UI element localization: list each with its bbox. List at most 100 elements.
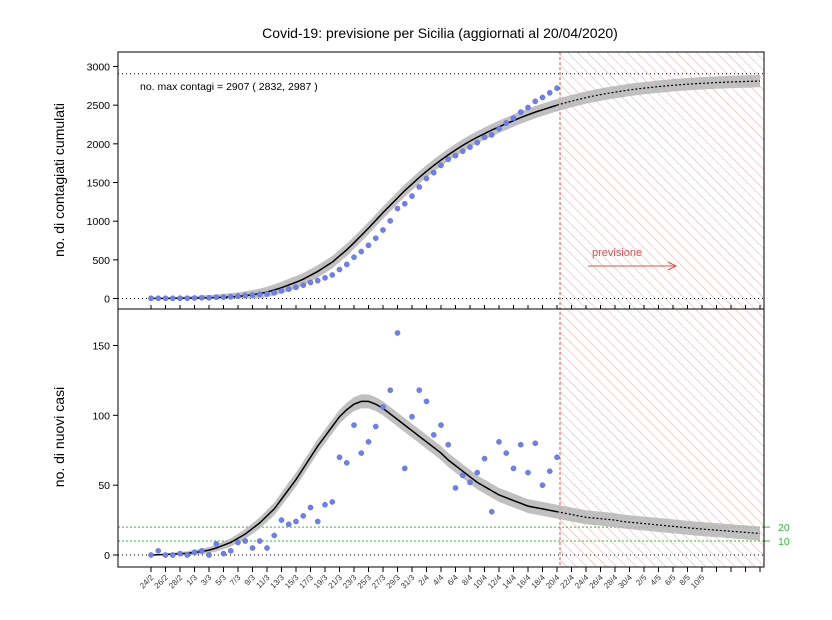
data-point	[169, 552, 176, 558]
x-tick-label: 24/4	[573, 573, 591, 591]
y-tick-label: 50	[98, 480, 110, 492]
data-point	[474, 469, 481, 476]
data-point	[372, 423, 379, 430]
x-tick-label: 19/3	[312, 573, 330, 591]
data-point	[438, 422, 444, 428]
data-point	[148, 295, 154, 302]
data-point	[423, 398, 430, 405]
data-point	[343, 261, 350, 268]
data-point	[510, 115, 517, 121]
x-tick-label: 26/2	[153, 573, 171, 591]
data-point	[256, 291, 263, 298]
data-point	[351, 254, 357, 261]
cumulative-panel: 0 500 1000 1500 2000 2500 3000	[87, 62, 764, 306]
fitted-band	[151, 394, 760, 555]
data-point	[235, 539, 241, 546]
x-tick-label: 20/4	[544, 573, 562, 591]
data-point	[387, 387, 394, 393]
data-point	[438, 162, 444, 169]
data-point	[155, 295, 162, 302]
data-point	[488, 132, 495, 138]
x-tick-label: 25/3	[356, 573, 374, 591]
data-point	[198, 295, 205, 301]
data-point	[459, 472, 466, 479]
data-point	[554, 85, 560, 91]
data-point	[336, 266, 343, 273]
data-point	[191, 295, 198, 301]
data-point	[177, 550, 183, 557]
data-point	[394, 205, 401, 212]
chart-title: Covid-19: previsione per Sicilia (aggior…	[262, 25, 618, 41]
data-point	[416, 184, 423, 190]
x-tick-label: 13/3	[269, 573, 287, 591]
data-point	[227, 548, 234, 554]
data-point	[343, 460, 350, 466]
x-tick-label: 4/5	[649, 573, 664, 588]
x-tick-label: 6/4	[446, 573, 461, 588]
y-tick-label: 100	[92, 410, 110, 422]
data-point	[525, 469, 531, 476]
y-tick-label: 1500	[87, 178, 111, 190]
y-tick-label: 0	[104, 550, 110, 562]
data-point	[184, 552, 191, 558]
data-point	[242, 292, 249, 299]
data-point	[372, 235, 379, 241]
data-point	[467, 479, 473, 486]
data-point	[314, 277, 321, 284]
y-tick-label: 150	[92, 341, 110, 353]
data-point	[503, 120, 510, 126]
data-point	[285, 521, 292, 528]
data-point	[409, 413, 415, 420]
x-tick-label: 4/4	[431, 573, 446, 588]
data-point	[554, 454, 560, 461]
x-tick-label: 5/3	[214, 573, 229, 588]
data-point	[409, 193, 415, 199]
fitted-line	[150, 400, 558, 556]
data-point	[177, 295, 183, 301]
data-point	[285, 286, 292, 292]
data-point	[278, 288, 285, 294]
data-point	[206, 552, 212, 558]
data-point	[401, 200, 408, 207]
data-point	[256, 538, 263, 544]
data-point	[539, 482, 546, 488]
y-tick-label: 1000	[87, 216, 111, 228]
data-point	[430, 169, 437, 176]
x-tick-label: 12/4	[486, 573, 504, 591]
x-tick-label: 15/3	[283, 573, 301, 591]
data-point	[148, 552, 154, 558]
data-point	[155, 548, 162, 554]
x-tick-label: 27/3	[370, 573, 388, 591]
x-tick-label: 29/3	[385, 573, 403, 591]
data-point	[329, 499, 336, 505]
data-point	[300, 513, 307, 519]
x-tick-label: 2/5	[634, 573, 649, 588]
reference-label: 20	[778, 522, 790, 534]
data-point	[264, 545, 270, 551]
data-point	[162, 295, 169, 302]
x-tick-label: 28/2	[167, 573, 185, 591]
data-point	[459, 148, 466, 154]
x-tick-label: 10/4	[472, 573, 490, 591]
data-point	[481, 134, 488, 141]
data-point	[539, 94, 546, 101]
x-tick-label: 11/3	[254, 573, 271, 590]
data-point	[430, 432, 437, 438]
max-contagi-annotation: no. max contagi = 2907 ( 2832, 2987 )	[140, 81, 318, 93]
data-point	[387, 218, 394, 224]
data-point	[249, 545, 256, 551]
data-point	[445, 156, 452, 163]
data-point	[271, 289, 278, 296]
x-tick-label: 21/3	[327, 573, 345, 591]
x-tick-label: 10/5	[689, 573, 707, 591]
y-tick-label: 2500	[87, 100, 111, 112]
data-point	[423, 175, 430, 182]
data-point	[300, 282, 307, 288]
reference-label: 10	[778, 536, 790, 548]
data-point	[474, 139, 481, 146]
x-tick-label: 14/4	[501, 573, 519, 591]
data-point	[365, 439, 372, 445]
forecast-arrow	[588, 261, 678, 271]
x-tick-label: 16/4	[515, 573, 533, 591]
